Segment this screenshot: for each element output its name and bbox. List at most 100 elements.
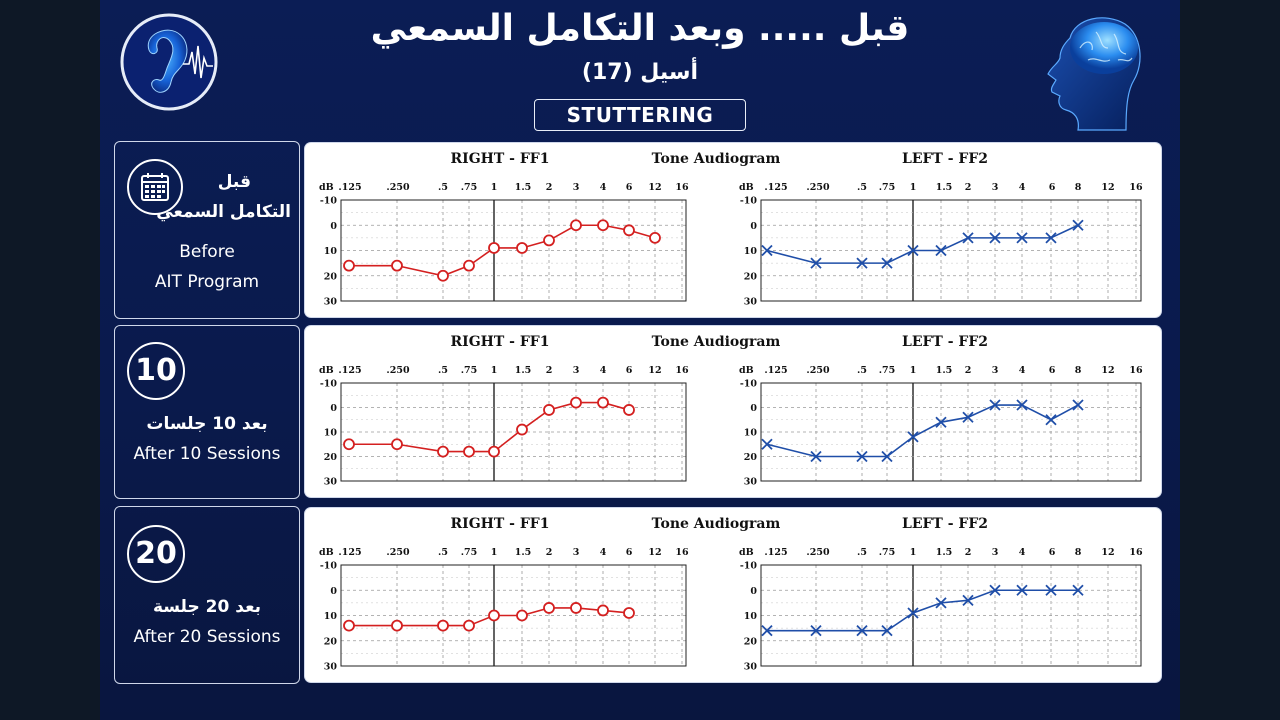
after20-label-ar: بعد 20 جلسة (152, 597, 262, 617)
left-ear-point (1072, 219, 1084, 231)
left-ear-point (1045, 584, 1057, 596)
left-ear-point-stroke (856, 257, 868, 269)
left-ear-point (962, 411, 974, 423)
right-x-tick-label: 16 (675, 182, 689, 193)
right-series-line (349, 401, 630, 453)
right-ear-point (597, 396, 609, 409)
right-ear-point (463, 445, 475, 458)
left-ear-point-stroke (881, 625, 893, 637)
left-ear-point (810, 257, 822, 269)
left-ear-point-stroke (935, 416, 947, 428)
left-ear-point (962, 232, 974, 244)
right-ear-point (543, 602, 555, 614)
left-x-tick-label: 12 (1101, 547, 1114, 558)
right-y-tick-label: 20 (324, 452, 338, 463)
left-x-tick-label: 2 (965, 547, 972, 558)
left-x-tick-label: .250 (806, 365, 830, 376)
left-x-tick-label: 6 (1049, 182, 1056, 193)
left-ear-point (881, 625, 893, 637)
before-label-ar-2: التكامل السمعي (156, 202, 291, 222)
left-y-tick-label: -10 (740, 196, 758, 207)
left-x-tick-label: 6 (1049, 365, 1056, 376)
left-x-tick-label: 1 (910, 547, 917, 558)
left-ear-point-stroke (989, 399, 1001, 411)
right-ear-point (343, 438, 355, 451)
right-ear-point (649, 231, 661, 244)
after10-label-ar: بعد 10 جلسات (146, 414, 268, 434)
left-x-tick-label: 3 (992, 547, 999, 558)
left-y-tick-label: 10 (744, 246, 758, 257)
right-x-tick-label: .5 (438, 182, 448, 193)
right-ear-point (623, 404, 635, 416)
left-ear-point-stroke (856, 625, 868, 637)
left-x-tick-label: 2 (965, 182, 972, 193)
left-x-tick-label: 8 (1075, 547, 1082, 558)
right-x-tick-label: 2 (546, 365, 553, 376)
right-y-tick-label: -10 (320, 561, 338, 572)
left-ear-point (1016, 399, 1028, 411)
right-x-tick-label: .75 (461, 547, 478, 558)
right-db-label: dB (319, 547, 334, 558)
left-ear-point (1072, 399, 1084, 411)
left-ear-point-stroke (1016, 232, 1028, 244)
left-x-tick-label: .5 (857, 182, 867, 193)
left-x-tick-label: .75 (879, 182, 896, 193)
audiogram-20-sessions: RIGHT - FF1 Tone Audiogram LEFT - FF2 dB .12… (319, 516, 1143, 673)
right-x-tick-label: 2 (546, 182, 553, 193)
left-x-tick-label: 3 (992, 365, 999, 376)
left-x-tick-label: 4 (1019, 182, 1026, 193)
left-ear-point-stroke (810, 450, 822, 463)
left-ear-point-stroke (907, 244, 919, 257)
left-ear-point (907, 431, 919, 443)
right-x-tick-label: .125 (338, 182, 361, 193)
audiogram-card-20-sessions: RIGHT - FF1 Tone Audiogram LEFT - FF2 dB .12… (305, 508, 1161, 682)
left-x-tick-label: 12 (1101, 365, 1114, 376)
right-x-tick-label: .125 (338, 547, 361, 558)
left-y-tick-label: 10 (744, 428, 758, 439)
left-plot-frame (760, 382, 1142, 482)
left-y-tick-label: 20 (744, 271, 758, 282)
left-ear-point (761, 438, 773, 450)
left-ear-point-stroke (1072, 584, 1084, 596)
left-ear-title: LEFT - FF2 (902, 516, 988, 532)
head-brain-icon (1030, 8, 1150, 133)
left-series-line (767, 589, 1078, 632)
left-ear-point-stroke (810, 257, 822, 269)
left-y-tick-label: 0 (750, 403, 757, 414)
tone-audiogram-title: Tone Audiogram (652, 334, 781, 350)
right-x-tick-label: .5 (438, 547, 448, 558)
right-x-tick-label: 3 (573, 547, 580, 558)
left-ear-title: LEFT - FF2 (902, 151, 988, 167)
calendar-icon (127, 159, 183, 215)
right-ear-point (488, 445, 500, 458)
left-ear-point-stroke (907, 607, 919, 619)
left-series-line (766, 404, 1079, 458)
left-ear-point-stroke (1016, 584, 1028, 596)
right-x-tick-label: .75 (461, 182, 478, 193)
left-ear-point (856, 450, 868, 463)
left-ear-point (935, 244, 947, 257)
right-y-tick-label: 0 (330, 403, 337, 414)
after20-label-en: After 20 Sessions (133, 627, 281, 647)
row-label-20-sessions: 20 بعد 20 جلسة After 20 Sessions (114, 506, 300, 684)
right-x-tick-label: 4 (600, 547, 607, 558)
slide-title: قبل ..... وبعد التكامل السمعي (370, 8, 910, 49)
right-x-tick-label: 4 (600, 365, 607, 376)
left-ear-point-stroke (935, 244, 947, 257)
left-x-tick-label: 8 (1075, 365, 1082, 376)
right-x-tick-label: 1.5 (515, 182, 532, 193)
left-ear-point (761, 244, 773, 257)
right-x-tick-label: .250 (386, 365, 410, 376)
before-label-en-2: AIT Program (154, 272, 260, 292)
right-ear-point (343, 619, 355, 632)
left-ear-point (810, 450, 822, 463)
left-ear-point (881, 450, 893, 463)
right-ear-point (516, 423, 528, 436)
left-x-tick-label: .5 (857, 547, 867, 558)
right-db-label: dB (319, 182, 334, 193)
audiogram-10-sessions: RIGHT - FF1 Tone Audiogram LEFT - FF2 dB .12… (319, 334, 1143, 488)
right-ear-point (623, 607, 635, 619)
left-y-tick-label: -10 (740, 379, 758, 390)
right-y-tick-label: 10 (324, 246, 338, 257)
left-x-tick-label: .125 (764, 182, 787, 193)
